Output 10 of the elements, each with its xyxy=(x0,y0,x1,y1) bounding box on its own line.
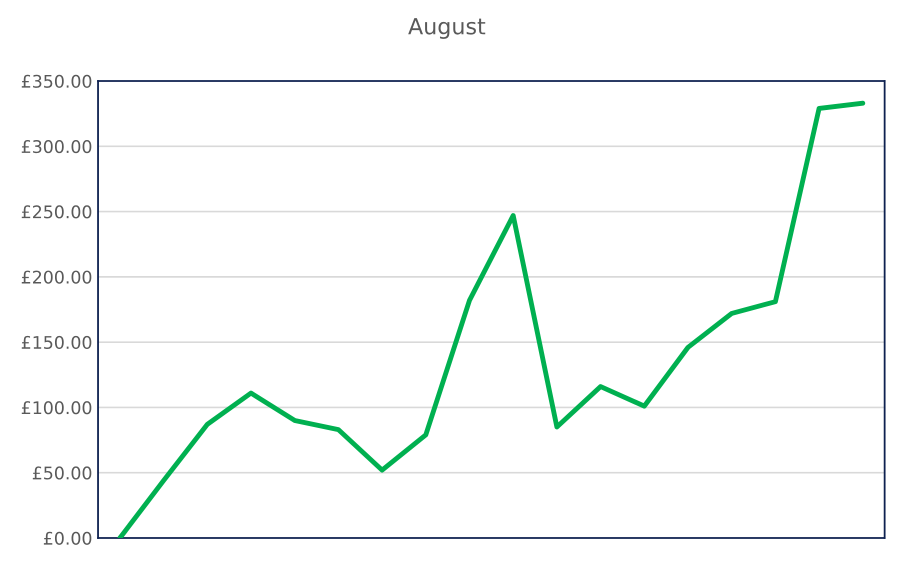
y-tick-label: £250.00 xyxy=(22,205,92,218)
y-tick-label: £50.00 xyxy=(32,466,92,480)
line-series xyxy=(117,100,866,538)
y-tick-label: £200.00 xyxy=(22,270,92,284)
chart-title: August xyxy=(408,18,486,39)
y-tick-label: £0.00 xyxy=(44,532,92,545)
y-tick-label: £300.00 xyxy=(22,140,92,154)
y-tick-label: £150.00 xyxy=(22,336,92,349)
y-tick-label: £350.00 xyxy=(22,74,92,88)
y-tick-label: £100.00 xyxy=(22,401,92,414)
